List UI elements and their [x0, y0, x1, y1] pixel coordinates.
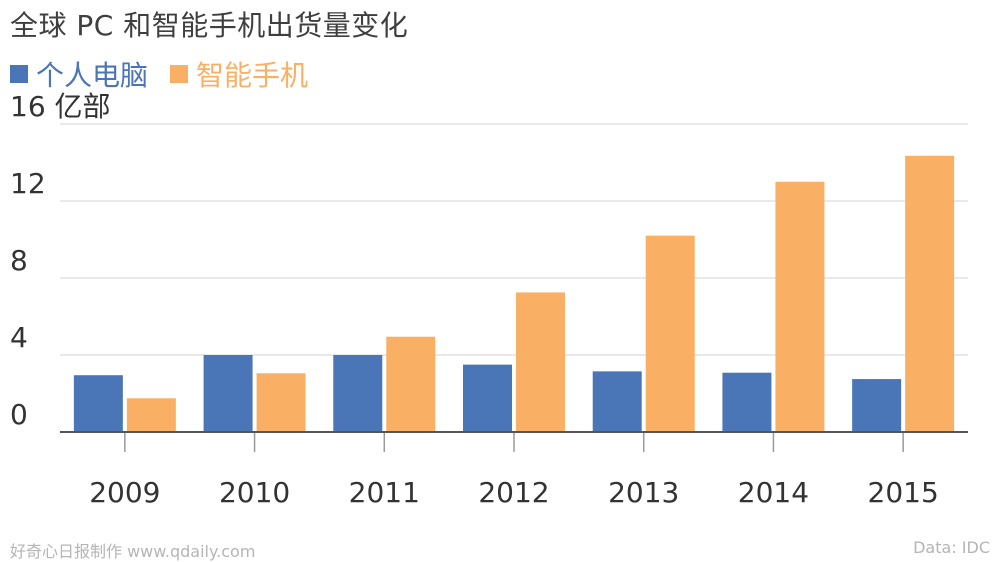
bar-pc	[333, 355, 383, 432]
legend-label-phone: 智能手机	[196, 59, 309, 92]
legend-item-pc: 个人电脑	[10, 54, 148, 94]
y-tick-label: 0	[10, 398, 28, 431]
bar-pc	[592, 371, 642, 432]
bar-pc	[203, 355, 253, 432]
y-tick-label: 4	[10, 321, 28, 354]
x-tick-label: 2013	[608, 476, 679, 509]
x-tick-label: 2009	[89, 476, 160, 509]
legend-swatch-pc	[10, 65, 28, 83]
y-tick-label: 12	[10, 167, 46, 200]
bar-phone	[645, 235, 695, 432]
bar-phone	[386, 336, 436, 432]
legend-swatch-phone	[170, 65, 189, 83]
bar-pc	[852, 379, 902, 432]
bar-phone	[905, 155, 955, 432]
bar-pc	[722, 372, 772, 432]
y-tick-label: 8	[10, 244, 28, 277]
x-tick-label: 2015	[868, 476, 939, 509]
chart-title: 全球 PC 和智能手机出货量变化	[10, 9, 409, 42]
legend: 个人电脑 智能手机	[10, 54, 330, 94]
x-tick-label: 2014	[738, 476, 809, 509]
bar-pc	[463, 364, 512, 432]
footer-credit: 好奇心日报制作 www.qdaily.com	[10, 542, 256, 561]
x-tick-label: 2012	[478, 476, 549, 509]
legend-item-phone: 智能手机	[170, 54, 308, 94]
bar-phone	[256, 373, 306, 432]
footer-source: Data: IDC	[913, 538, 990, 557]
bar-phone	[516, 292, 565, 432]
y-tick-label: 16 亿部	[10, 90, 111, 123]
x-tick-label: 2011	[349, 476, 420, 509]
bar-phone	[775, 181, 825, 432]
bar-phone	[126, 398, 176, 432]
bar-pc	[73, 375, 123, 432]
legend-label-pc: 个人电脑	[36, 59, 149, 92]
x-tick-label: 2010	[219, 476, 290, 509]
